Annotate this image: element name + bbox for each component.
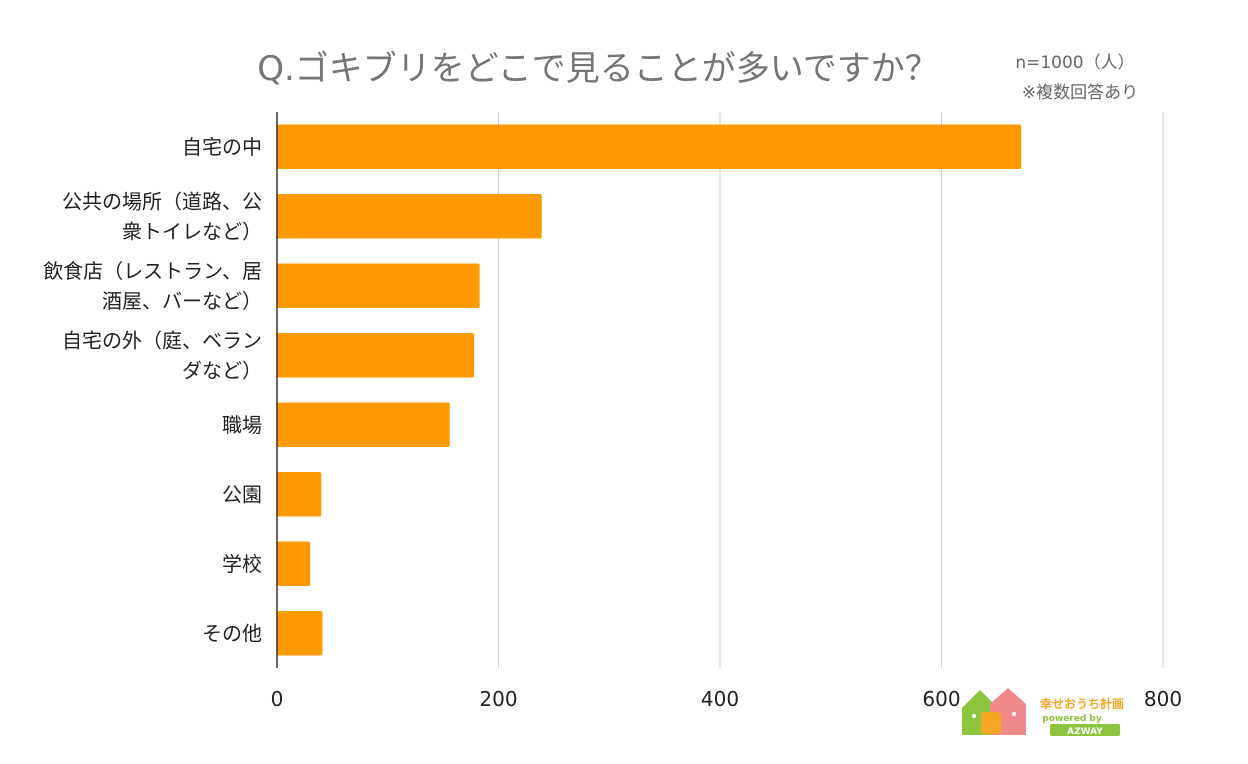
logo-brand: AZWAY	[1067, 727, 1103, 737]
multiple-answer-note: ※複数回答あり	[1022, 83, 1138, 103]
bars	[277, 124, 1022, 656]
x-tick-label: 0	[271, 687, 284, 711]
bar-1	[277, 194, 542, 239]
azway-logo: 幸せおうち計画 powered by AZWAY	[962, 688, 1124, 737]
category-label: 酒屋、バーなど）	[102, 289, 262, 313]
gridlines	[498, 112, 1164, 668]
bar-5	[277, 472, 322, 517]
category-label: ダなど）	[182, 358, 262, 382]
category-label: 自宅の中	[182, 135, 262, 159]
logo-name: 幸せおうち計画	[1040, 696, 1124, 711]
bar-6	[277, 541, 311, 586]
house-logo-icon	[962, 688, 1026, 735]
category-label: 飲食店（レストラン、居	[43, 259, 262, 283]
bar-3	[277, 333, 475, 378]
sample-size-note: n=1000（人）	[1015, 53, 1134, 73]
bar-7	[277, 611, 323, 656]
category-label: 職場	[222, 413, 262, 437]
x-tick-label: 600	[922, 687, 960, 711]
logo-brand-badge	[1050, 724, 1120, 736]
x-tick-label: 200	[479, 687, 517, 711]
category-label: 自宅の外（庭、ベラン	[62, 328, 262, 352]
category-label: 公園	[222, 482, 262, 506]
logo-powered-by: powered by	[1042, 714, 1102, 724]
category-label: 公共の場所（道路、公	[62, 189, 262, 213]
tick-labels: 0 200 400 600 800	[271, 687, 1182, 711]
category-label: 学校	[222, 552, 262, 576]
bar-0	[277, 124, 1022, 169]
category-label: 衆トイレなど）	[122, 219, 262, 243]
bar-4	[277, 402, 450, 447]
chart-title: Q.ゴキブリをどこで見ることが多いですか？	[257, 49, 939, 89]
x-tick-label: 400	[701, 687, 739, 711]
category-label: その他	[202, 621, 262, 645]
bar-2	[277, 263, 480, 308]
x-tick-label: 800	[1144, 687, 1182, 711]
